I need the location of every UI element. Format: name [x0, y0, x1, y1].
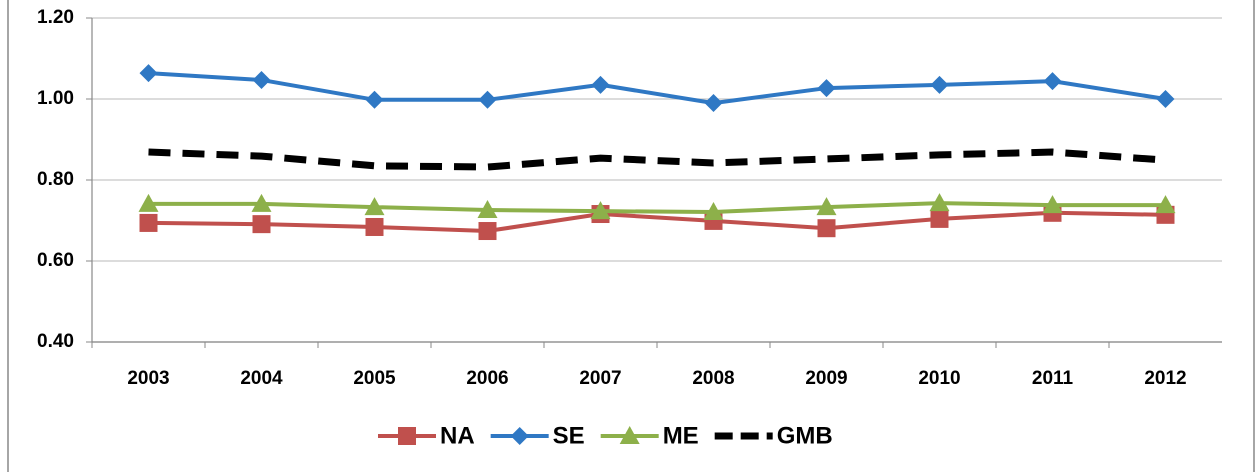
point: [477, 199, 498, 218]
x-tick-label: 2005: [353, 368, 396, 389]
point: [1042, 195, 1063, 214]
y-tick-label: 1.00: [37, 88, 74, 109]
point: [365, 90, 384, 109]
point: [590, 201, 611, 220]
x-tick-label: 2012: [1144, 368, 1186, 389]
legend-marker: [398, 427, 416, 445]
x-tick-label: 2008: [692, 368, 734, 389]
point: [251, 193, 272, 212]
point: [929, 193, 950, 212]
point: [139, 64, 158, 83]
legend-marker: [619, 426, 640, 444]
point: [365, 217, 384, 236]
y-tick-label: 0.40: [37, 331, 74, 352]
point: [139, 213, 158, 232]
x-tick-label: 2007: [579, 368, 621, 389]
point: [478, 222, 497, 241]
point: [1155, 195, 1176, 214]
x-tick-label: 2006: [466, 368, 508, 389]
x-tick-label: 2009: [805, 368, 847, 389]
point: [591, 75, 610, 94]
series-line: [148, 148, 1166, 171]
legend: NA SE ME GMB: [378, 422, 833, 449]
point: [252, 215, 271, 234]
series-line: [148, 71, 1166, 106]
legend-marker: [510, 427, 529, 445]
point: [1156, 90, 1175, 108]
x-tick-label: 2010: [918, 368, 960, 389]
point: [138, 193, 159, 212]
x-tick-label: 2011: [1032, 368, 1074, 389]
point: [817, 219, 836, 238]
point: [816, 197, 837, 216]
point: [1043, 72, 1062, 91]
point: [703, 201, 724, 220]
point: [930, 75, 949, 94]
point: [478, 90, 497, 109]
point: [817, 79, 836, 98]
point: [252, 70, 271, 89]
legend-label: GMB: [777, 422, 833, 449]
y-tick-label: 1.20: [37, 7, 74, 28]
y-tick-label: 0.60: [37, 250, 74, 271]
chart-frame: [7, 0, 1255, 472]
legend-label: NA: [440, 422, 475, 449]
x-tick-label: 2004: [240, 368, 283, 389]
x-tick-label: 2003: [127, 368, 169, 389]
legend-label: ME: [663, 422, 699, 449]
series-line: [148, 210, 1166, 234]
legend-label: SE: [553, 422, 585, 449]
point: [364, 197, 385, 216]
y-tick-label: 0.80: [37, 169, 74, 190]
point: [930, 209, 949, 228]
series-line: [148, 201, 1166, 214]
point: [704, 94, 723, 113]
